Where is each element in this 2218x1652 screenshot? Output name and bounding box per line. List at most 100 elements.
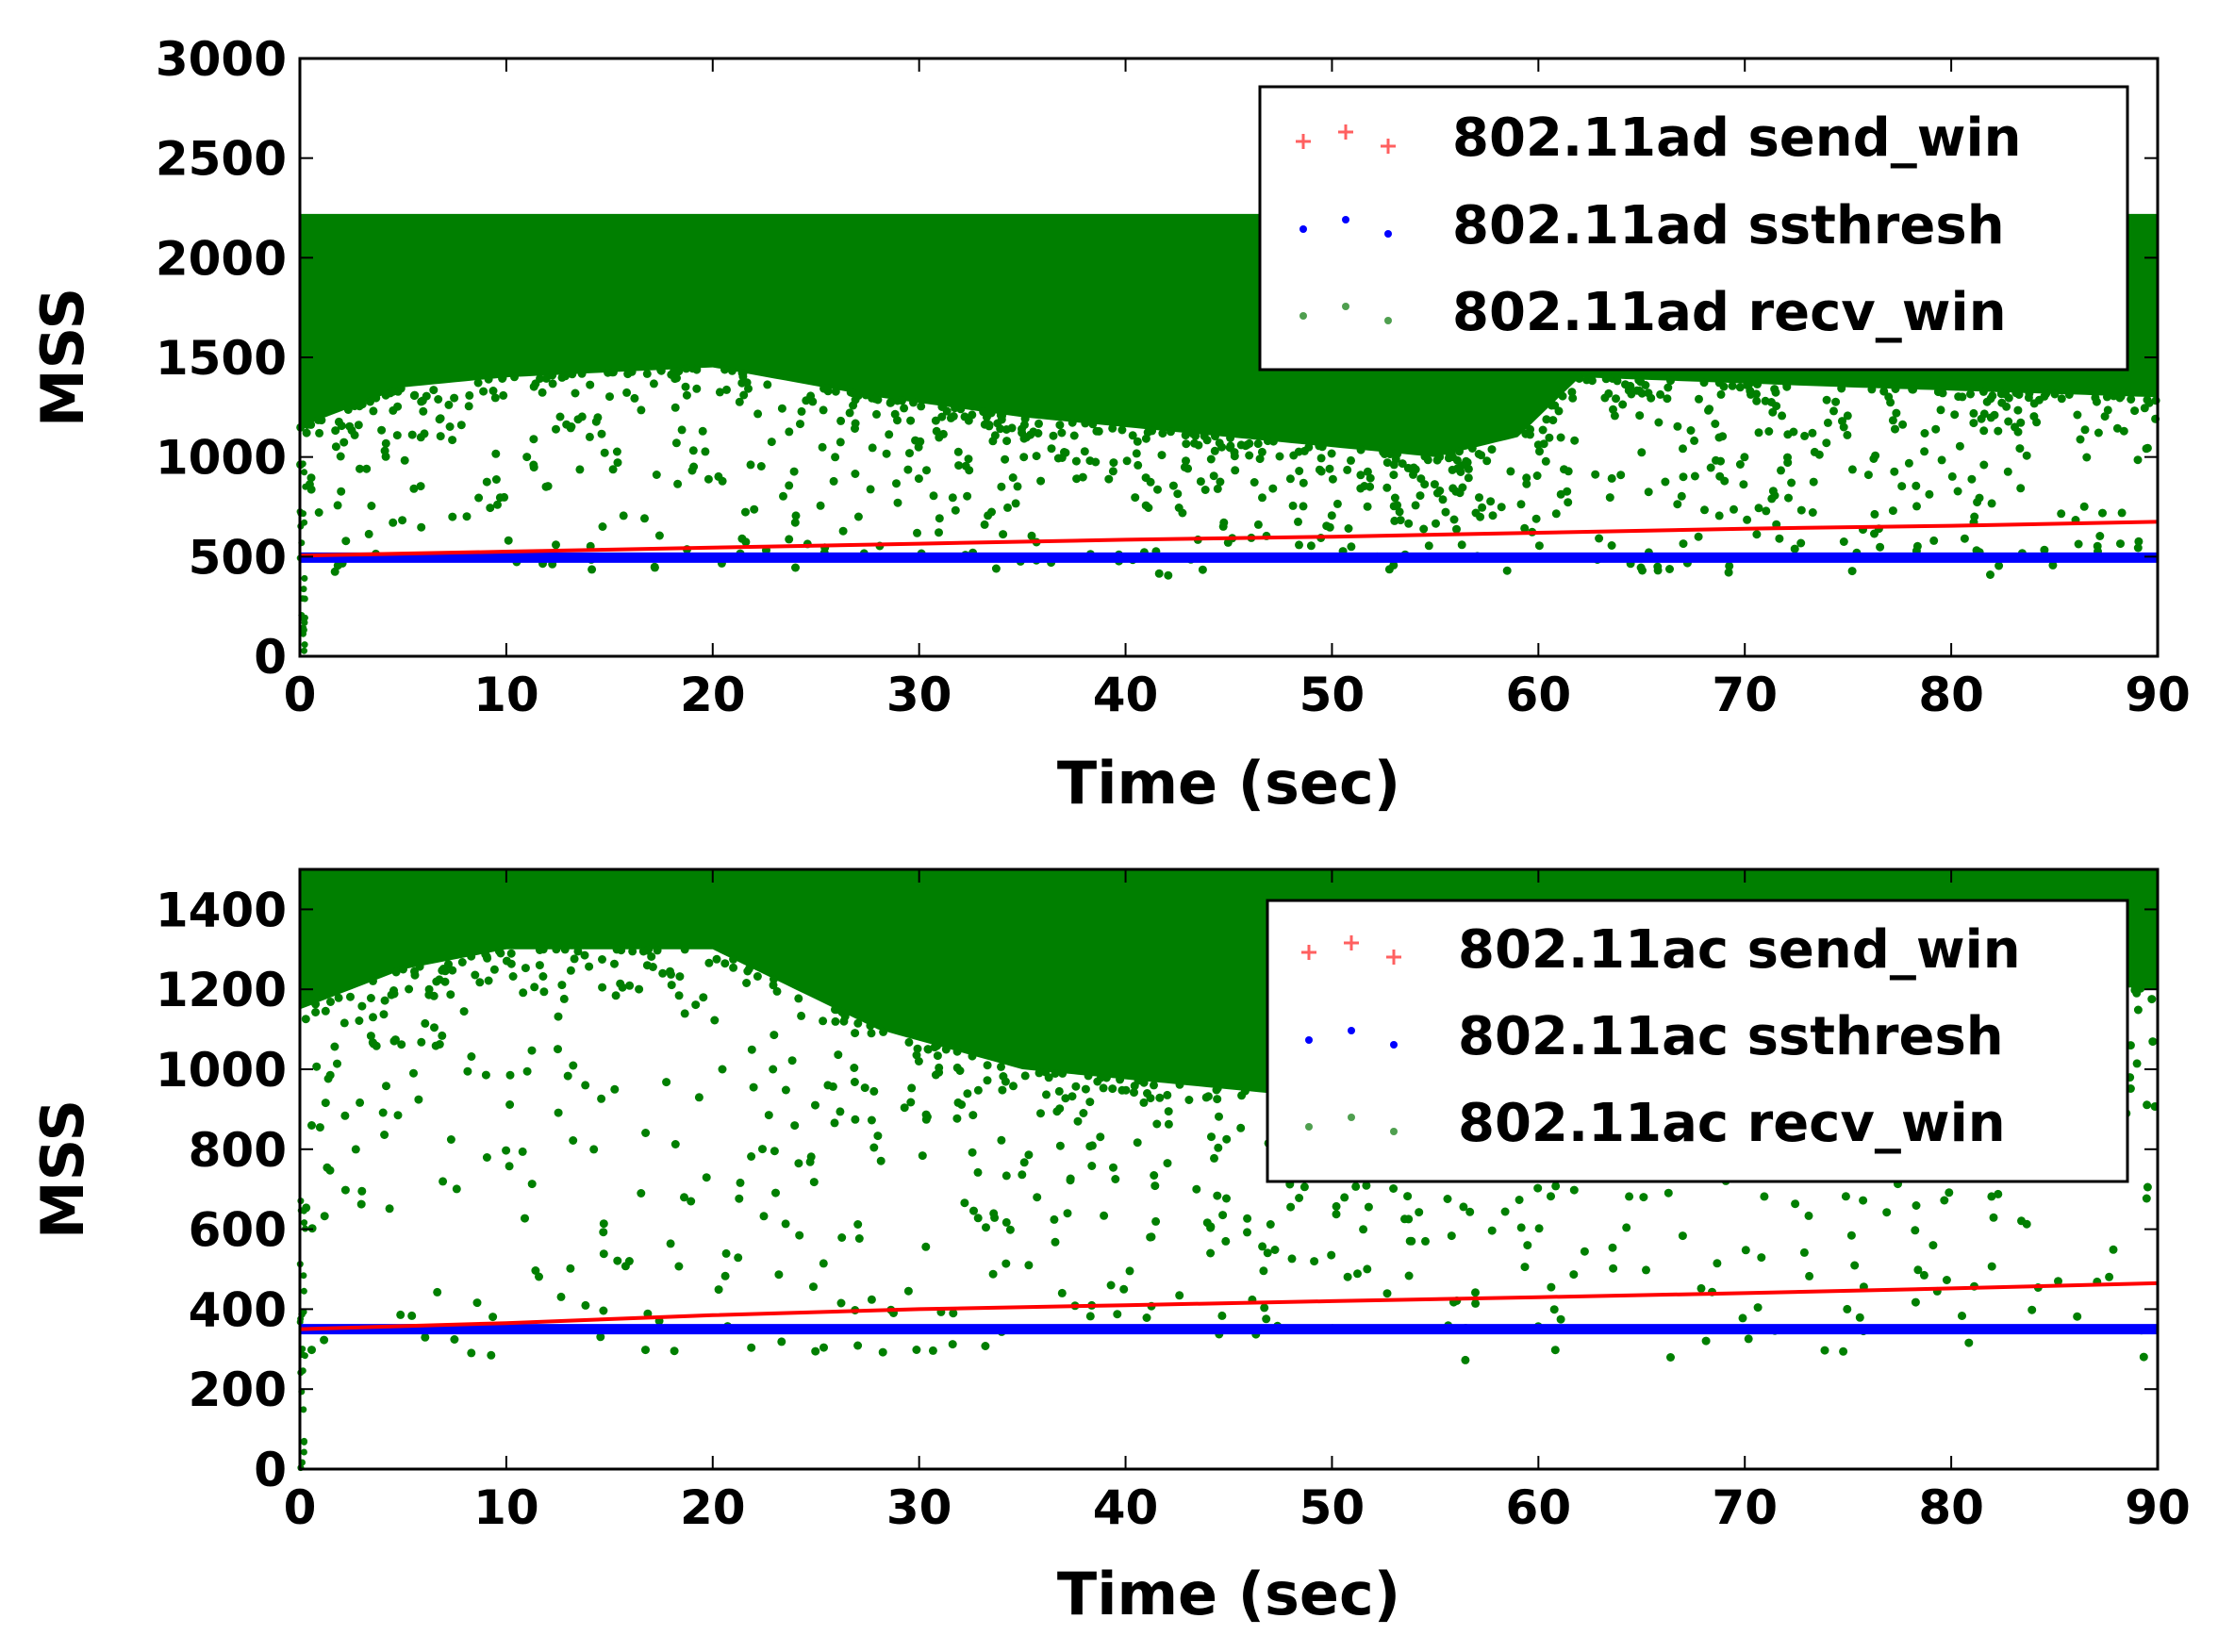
- recv-win-point: [867, 1115, 876, 1125]
- recv-win-point: [682, 364, 691, 373]
- recv-win-point: [851, 1029, 860, 1038]
- recv-win-point: [922, 1113, 932, 1121]
- recv-win-point: [1977, 414, 1986, 423]
- recv-win-point: [300, 1406, 307, 1413]
- recv-win-point: [333, 501, 342, 510]
- recv-win-point: [486, 504, 495, 513]
- recv-win-point: [1912, 481, 1921, 490]
- recv-win-point: [366, 994, 375, 1002]
- recv-win-point: [1871, 451, 1880, 460]
- x-tick-label: 40: [1093, 668, 1159, 722]
- recv-win-point: [699, 993, 708, 1002]
- recv-win-point: [1099, 1083, 1108, 1093]
- recv-win-point: [471, 970, 480, 980]
- recv-win-point: [1775, 534, 1784, 543]
- recv-win-point: [662, 1078, 671, 1087]
- recv-win-point: [1024, 1261, 1034, 1270]
- recv-win-point: [654, 531, 664, 540]
- recv-win-point: [1240, 1086, 1250, 1096]
- recv-win-point: [963, 1089, 972, 1099]
- recv-win-point: [720, 959, 730, 968]
- recv-win-point: [1609, 1264, 1618, 1273]
- recv-win-point: [1694, 532, 1703, 541]
- recv-win-point: [1087, 1162, 1097, 1170]
- recv-win-point: [718, 1065, 727, 1074]
- recv-win-point: [1001, 1259, 1011, 1268]
- recv-win-point: [519, 988, 528, 998]
- recv-win-point: [1823, 418, 1832, 427]
- recv-win-point: [330, 1042, 339, 1051]
- recv-win-point: [2112, 423, 2122, 433]
- recv-win-point: [853, 391, 863, 401]
- recv-win-point: [1700, 505, 1709, 515]
- recv-win-point: [1535, 447, 1544, 456]
- recv-win-point: [1167, 427, 1175, 437]
- recv-win-point: [1317, 442, 1327, 452]
- recv-win-point: [1610, 411, 1619, 421]
- recv-win-point: [2003, 467, 2012, 476]
- recv-win-point: [1085, 1312, 1095, 1321]
- x-tick-label: 90: [2125, 668, 2191, 722]
- recv-win-point: [2143, 1182, 2152, 1192]
- recv-win-point: [1270, 1246, 1280, 1254]
- recv-win-point: [767, 438, 776, 447]
- recv-win-point: [548, 379, 557, 388]
- recv-win-point: [1551, 509, 1561, 519]
- recv-win-point: [598, 522, 607, 531]
- recv-win-point: [396, 1310, 406, 1319]
- recv-win-point: [301, 1015, 310, 1024]
- recv-win-point: [598, 983, 607, 992]
- recv-win-point: [2142, 444, 2151, 454]
- recv-win-point: [2022, 451, 2031, 460]
- recv-win-point: [2102, 392, 2111, 402]
- recv-win-point: [2013, 405, 2023, 415]
- recv-win-point: [1032, 452, 1041, 461]
- recv-win-point: [838, 526, 848, 536]
- recv-win-point: [834, 1050, 843, 1060]
- recv-win-point: [1396, 516, 1405, 525]
- recv-win-point: [973, 1167, 983, 1177]
- recv-win-point: [391, 967, 401, 977]
- recv-win-point: [1897, 482, 1907, 491]
- recv-win-point: [315, 428, 324, 438]
- recv-win-point: [1420, 452, 1430, 461]
- recv-win-point: [522, 1066, 532, 1076]
- recv-win-point: [922, 466, 931, 475]
- recv-win-point: [710, 1016, 720, 1025]
- recv-win-point: [1911, 1297, 1920, 1307]
- recv-win-point: [2074, 539, 2083, 549]
- recv-win-point: [1143, 1089, 1151, 1098]
- recv-win-point: [570, 954, 579, 964]
- recv-win-point: [1966, 389, 1975, 399]
- recv-win-point: [1613, 376, 1622, 386]
- recv-win-point: [484, 976, 493, 985]
- recv-win-point: [692, 365, 702, 374]
- recv-win-point: [380, 996, 389, 1005]
- recv-win-point: [867, 1029, 876, 1038]
- recv-win-point: [1920, 429, 1929, 438]
- recv-win-point: [1841, 1192, 1850, 1201]
- recv-win-point: [452, 1184, 461, 1194]
- recv-win-point: [430, 1023, 439, 1032]
- recv-win-point: [593, 413, 603, 422]
- axis-ticks: 0 10 20 30 40 50 60 70 80 90 0 200 400 600 800 1000 1200…: [156, 869, 2191, 1535]
- recv-win-point: [1653, 562, 1663, 571]
- x-tick-label: 30: [886, 668, 952, 722]
- recv-win-point: [630, 393, 639, 403]
- recv-win-point: [932, 426, 941, 436]
- recv-win-point: [538, 945, 548, 954]
- recv-win-point: [561, 372, 570, 381]
- recv-win-point: [949, 412, 958, 421]
- recv-win-point: [935, 528, 943, 537]
- recv-win-point: [529, 382, 538, 391]
- recv-win-point: [1898, 420, 1908, 429]
- recv-win-point: [987, 507, 996, 517]
- recv-win-point: [505, 1162, 514, 1171]
- recv-win-point: [1520, 523, 1530, 533]
- recv-win-point: [1363, 467, 1372, 476]
- recv-win-point: [794, 1159, 803, 1168]
- recv-win-point: [1214, 1143, 1223, 1152]
- recv-win-point: [1084, 1071, 1093, 1081]
- recv-win-point: [1457, 540, 1466, 550]
- recv-win-point: [1783, 430, 1793, 439]
